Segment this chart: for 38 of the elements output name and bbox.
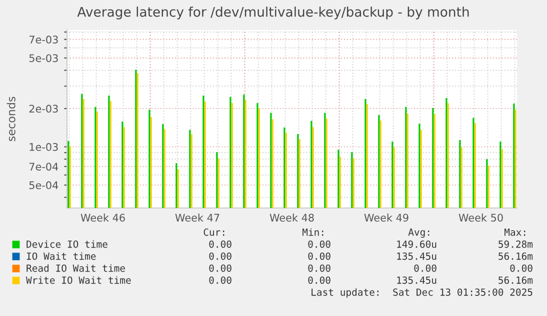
y-tick-label: 1e-03: [30, 143, 58, 151]
x-tick-label: Week 47: [175, 214, 220, 222]
text: 0.00: [209, 264, 232, 272]
y-axis-title: seconds: [6, 96, 16, 142]
text: 0.00: [510, 264, 532, 272]
text: 59.28m: [498, 240, 533, 248]
x-tick-label: Week 48: [270, 214, 314, 222]
text: Avg:: [408, 228, 430, 238]
text: 0.00: [209, 252, 232, 260]
legend-label: IO Wait time: [26, 252, 96, 260]
y-tick-label: 5e-04: [29, 181, 58, 190]
y-tick-label: 2e-03: [29, 104, 58, 113]
y-tick-label: 7e-04: [29, 162, 58, 171]
text: 135.45u: [397, 252, 436, 260]
legend-label: Read IO Wait time: [26, 264, 125, 272]
text: 0.00: [209, 240, 232, 248]
legend-label: Write IO Wait time: [26, 276, 131, 284]
text: 56.16m: [498, 252, 533, 260]
x-tick-label: Week 46: [80, 214, 125, 222]
text: 0.00: [308, 252, 330, 260]
text: 0.00: [308, 264, 330, 272]
text: Last update: Sat Dec 13 01:35:00 2025: [312, 288, 532, 298]
x-tick-label: Week 49: [364, 214, 408, 222]
text: Cur:: [204, 228, 224, 236]
text: 56.16m: [498, 276, 533, 284]
x-tick-label: Week 50: [458, 214, 503, 222]
text: 0.00: [308, 240, 330, 248]
text: 135.45u: [397, 276, 436, 284]
text: 149.60u: [397, 240, 436, 248]
y-tick-label: 5e-03: [29, 54, 58, 62]
text: 0.00: [209, 276, 232, 284]
text: 0.00: [308, 276, 330, 284]
text: Max:: [504, 228, 526, 236]
chart-title: Average latency for /dev/multivalue-key/backup - by month: [77, 6, 469, 20]
text: 0.00: [414, 264, 436, 272]
y-tick-label: 7e-03: [29, 36, 58, 44]
legend-label: Device IO time: [26, 240, 108, 248]
text: Min:: [302, 228, 324, 236]
